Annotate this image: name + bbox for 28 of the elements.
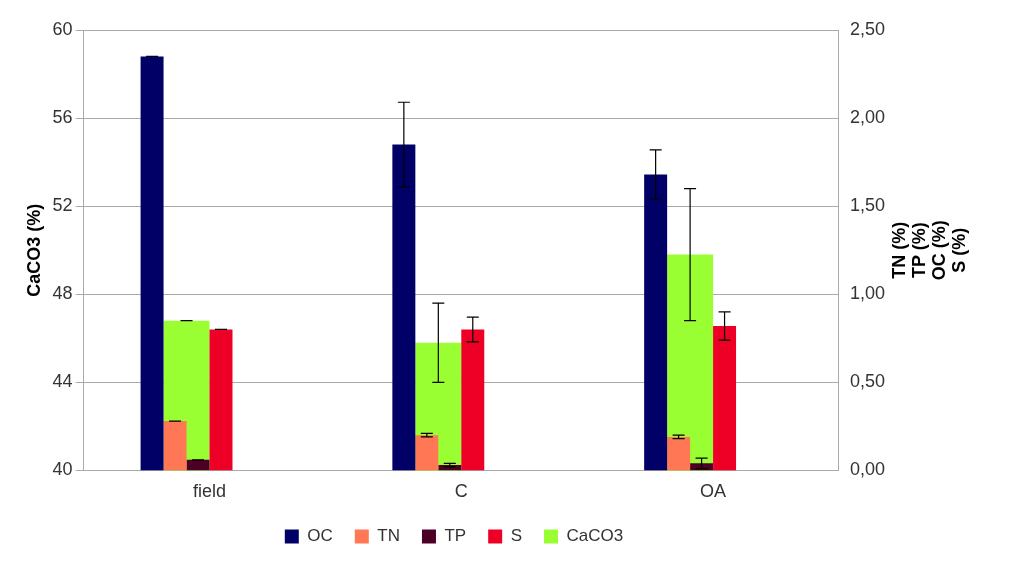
bar	[415, 435, 439, 471]
y2-tick-label: 1,00	[849, 283, 886, 304]
legend-label: TP	[444, 526, 467, 546]
legend-label: S	[510, 526, 523, 546]
legend-label: OC	[307, 526, 333, 546]
y2-tick-label: 2,00	[849, 107, 886, 128]
y2-tick-label: 0,50	[849, 371, 886, 392]
bar	[140, 56, 164, 471]
y-tick-label: 56	[52, 107, 73, 128]
y2-tick-label: 2,50	[849, 18, 886, 39]
legend-label: CaCO3	[566, 526, 624, 546]
y2-tick-label: 1,50	[849, 195, 886, 216]
y2-axis-title: TN (%) TP (%) OC (%) S (%)	[888, 220, 969, 281]
x-tick-label: field	[193, 481, 227, 502]
x-tick-label: OA	[700, 481, 727, 502]
y-tick-label: 48	[52, 283, 73, 304]
bar	[667, 436, 691, 471]
y-axis-title: CaCO3 (%)	[23, 203, 44, 297]
bar	[163, 421, 187, 471]
y-tick-label: 44	[52, 371, 73, 392]
y-tick-label: 40	[52, 459, 73, 480]
y-tick-label: 52	[52, 195, 73, 216]
y2-tick-label: 0,00	[849, 459, 886, 480]
legend-label: TN	[377, 526, 400, 546]
x-tick-label: C	[454, 481, 468, 502]
bar	[186, 459, 210, 471]
bar	[392, 144, 416, 471]
y-tick-label: 60	[52, 18, 73, 39]
